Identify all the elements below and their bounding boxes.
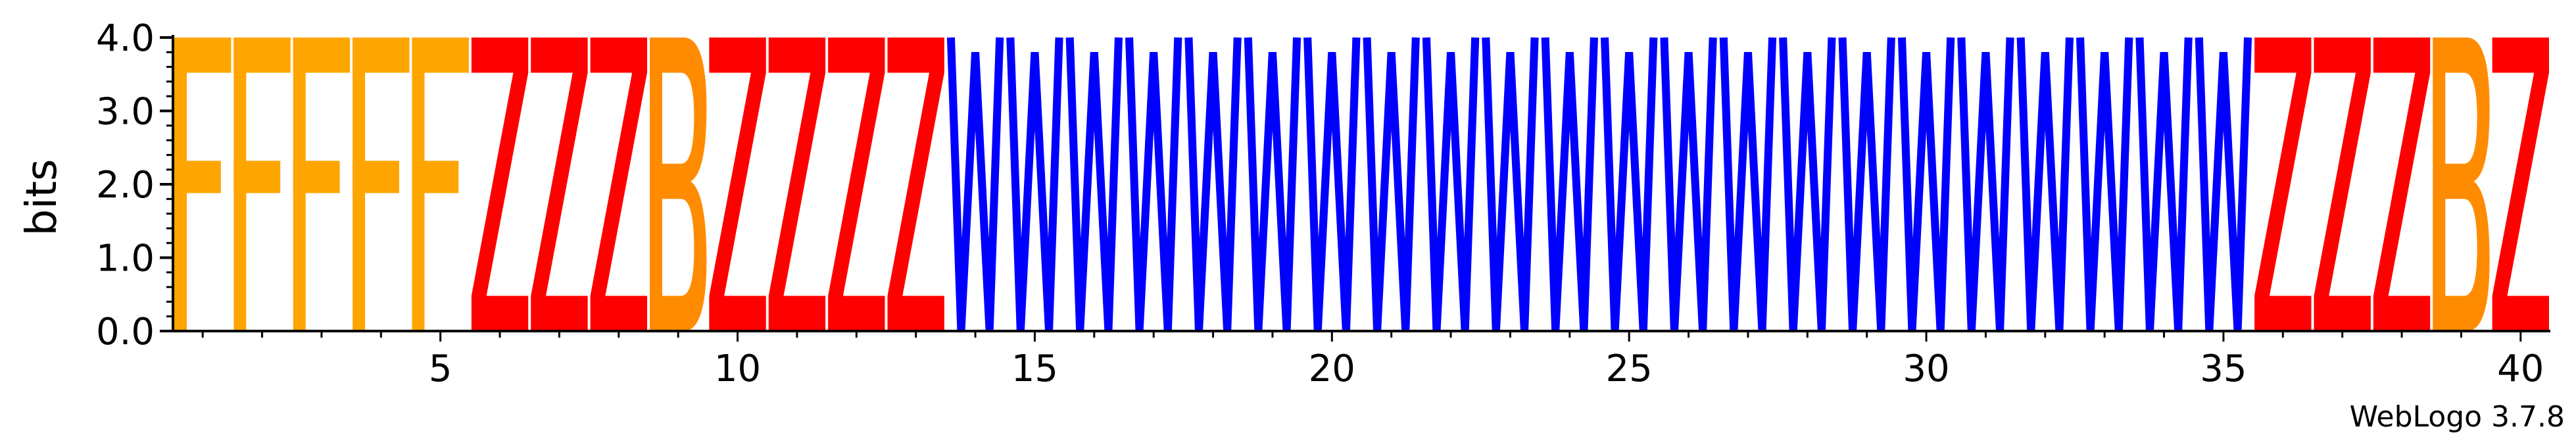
y-tick-label: 2.0 — [96, 164, 155, 207]
logo-letter-f — [233, 38, 291, 331]
x-tick-label: 20 — [1309, 348, 1355, 390]
logo-letter-w — [946, 37, 1004, 332]
logo-letter-w — [1838, 37, 1895, 332]
logo-letter-f — [412, 38, 469, 331]
x-tick-label: 30 — [1903, 348, 1949, 390]
logo-letter-w — [1957, 37, 2014, 332]
x-tick-label: 10 — [714, 348, 761, 390]
logo-letter-w — [2135, 37, 2193, 332]
logo-letter-w — [1482, 37, 1539, 332]
logo-letter-f — [293, 38, 351, 331]
logo-letter-w — [1065, 37, 1123, 332]
logo-letter-w — [1303, 37, 1361, 332]
logo-letter-b — [650, 38, 707, 331]
logo-letter-z — [2492, 38, 2549, 331]
logo-letter-w — [1601, 37, 1658, 332]
logo-letter-z — [531, 38, 588, 331]
logo-letter-w — [2016, 37, 2074, 332]
logo-letter-z — [828, 38, 885, 331]
logo-letter-w — [1422, 37, 1480, 332]
logo-letter-w — [1897, 37, 1955, 332]
logo-letter-w — [1006, 37, 1063, 332]
logo-letter-w — [1719, 37, 1777, 332]
logo-letter-z — [709, 38, 766, 331]
x-tick-label: 15 — [1011, 348, 1058, 390]
axis-ticks: 0.0 1.0 2.0 3.0 4.0 5 10 15 20 25 30 35 40 — [96, 17, 2544, 390]
logo-letter-w — [1541, 37, 1598, 332]
x-tick-label: 5 — [429, 348, 452, 390]
logo-letter-z — [2314, 38, 2371, 331]
logo-letter-z — [471, 38, 529, 331]
y-tick-label: 0.0 — [96, 311, 155, 353]
y-axis-label: bits — [18, 159, 66, 236]
logo-letter-w — [1779, 37, 1836, 332]
logo-letter-w — [2195, 37, 2252, 332]
y-tick-label: 4.0 — [96, 17, 155, 60]
logo-letter-w — [1363, 37, 1420, 332]
logo-letter-w — [1660, 37, 1717, 332]
logo-letter-z — [2254, 38, 2312, 331]
y-tick-label: 3.0 — [96, 91, 155, 134]
y-tick-label: 1.0 — [96, 238, 155, 280]
logo-letter-w — [1184, 37, 1242, 332]
logo-letter-f — [352, 38, 410, 331]
logo-letter-f — [174, 38, 231, 331]
x-tick-label: 35 — [2200, 348, 2247, 390]
x-tick-label: 40 — [2497, 348, 2544, 390]
weblogo-credit: WebLogo 3.7.8 — [2350, 400, 2565, 434]
logo-axes — [172, 35, 2550, 332]
logo-letter-z — [887, 38, 944, 331]
x-tick-label: 25 — [1606, 348, 1653, 390]
logo-letter-w — [2076, 37, 2133, 332]
logo-letter-w — [1125, 37, 1182, 332]
logo-letter-z — [590, 38, 647, 331]
logo-letter-w — [1244, 37, 1301, 332]
logo-letter-b — [2433, 38, 2490, 331]
logo-letter-z — [2373, 38, 2431, 331]
logo-letter-z — [768, 38, 826, 331]
logo-letters — [174, 37, 2549, 332]
